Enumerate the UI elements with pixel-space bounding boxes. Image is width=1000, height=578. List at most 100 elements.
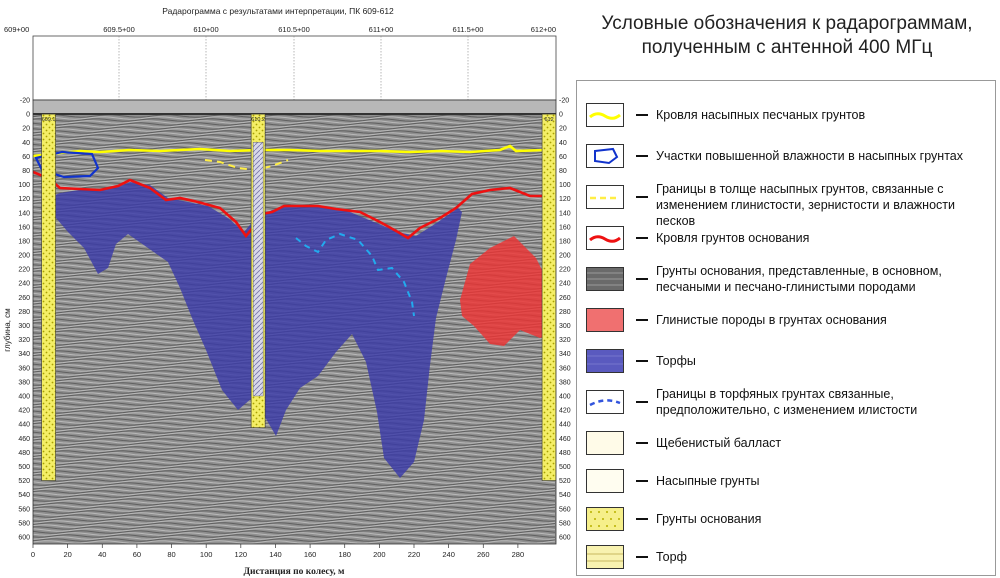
- y-tick-label: 300: [18, 323, 30, 330]
- y-tick-label: 300: [559, 323, 571, 330]
- y-tick-label: 540: [18, 492, 30, 499]
- radargram-panel: Радарограмма с результатами интерпретаци…: [3, 6, 571, 577]
- legend-text: Насыпные грунты: [656, 474, 760, 488]
- borehole-label: 612: [544, 117, 553, 123]
- legend-dash: [636, 278, 648, 280]
- legend-dash: [636, 442, 648, 444]
- legend-title-line2: полученным с антенной 400 МГц: [641, 37, 933, 58]
- legend-dash: [636, 237, 648, 239]
- y-tick-label: 140: [559, 210, 571, 217]
- legend-swatch-blue-dashed: [586, 390, 624, 414]
- base-top-line: [33, 170, 556, 240]
- legend-dash: [636, 518, 648, 520]
- y-tick-label: 320: [18, 337, 30, 344]
- legend-dash: [636, 319, 648, 321]
- y-tick-label: 40: [559, 140, 567, 147]
- legend-swatch-fill-soil: [586, 469, 624, 493]
- legend-text: Грунты основания, представленные, в осно…: [656, 264, 942, 294]
- legend-swatch-base-soil: [586, 507, 624, 531]
- legend-item: Границы в торфяных грунтах связанные, пр…: [584, 383, 996, 423]
- y-tick-label: 560: [18, 506, 30, 513]
- y-tick-label: 80: [22, 168, 30, 175]
- y-tick-label: 380: [18, 379, 30, 386]
- borehole: 610.2: [250, 113, 266, 429]
- clay-zone: [460, 236, 552, 346]
- legend-item: Кровля насыпных песчаных грунтов: [584, 96, 996, 136]
- y-tick-label: 400: [18, 394, 30, 401]
- legend-frame: [576, 80, 996, 576]
- legend-item: Грунты основания, представленные, в осно…: [584, 260, 996, 300]
- borehole-label: 609.1: [42, 117, 56, 123]
- legend-item: Щебенистый балласт: [584, 424, 996, 464]
- y-tick-label: 360: [18, 365, 30, 372]
- y-tick-label: -20: [559, 98, 569, 105]
- legend-swatch-yellow-dashed: [586, 185, 624, 209]
- y-tick-label: 80: [559, 168, 567, 175]
- y-tick-label: 60: [22, 154, 30, 161]
- x-axis: 0 20 40 60 80 100 120 140 160 180 200 220 240 260 280: [31, 544, 524, 559]
- legend-dash: [636, 196, 648, 198]
- y-tick-label: 160: [559, 224, 571, 231]
- pk-label: 611+00: [369, 25, 394, 34]
- x-tick-label: 100: [200, 550, 213, 559]
- y-tick-label: 220: [559, 267, 571, 274]
- x-tick-label: 60: [133, 550, 141, 559]
- borehole: 612: [541, 113, 556, 481]
- legend-text: Кровля насыпных песчаных грунтов: [656, 108, 866, 122]
- x-tick-label: 240: [442, 550, 455, 559]
- y-tick-label: 500: [18, 464, 30, 471]
- y-tick-label: 580: [18, 520, 30, 527]
- y-tick-label: 200: [559, 253, 571, 260]
- legend-text: Границы в торфяных грунтах связанные, пр…: [656, 387, 918, 417]
- x-tick-label: 160: [304, 550, 317, 559]
- borehole-label: 610.2: [251, 117, 265, 123]
- legend-dash: [636, 480, 648, 482]
- pk-label: 609+00: [4, 25, 29, 34]
- y-tick-label: 260: [18, 295, 30, 302]
- y-tick-label: 580: [559, 520, 571, 527]
- y-axis-right: -20 0 20 40 60 80 100 120 140 160 180 200 220 240 260 2…: [559, 98, 571, 542]
- x-axis-title: Дистанция по колесу, м: [243, 567, 345, 577]
- y-tick-label: 540: [559, 492, 571, 499]
- y-tick-label: 260: [559, 295, 571, 302]
- x-tick-label: 80: [167, 550, 175, 559]
- y-tick-label: 200: [18, 253, 30, 260]
- x-tick-label: 20: [63, 550, 71, 559]
- y-tick-label: 340: [559, 351, 571, 358]
- y-tick-label: 140: [18, 210, 30, 217]
- legend-text: Торфы: [656, 354, 696, 368]
- y-axis-title: глубина, см: [3, 308, 12, 351]
- legend-dash: [636, 401, 648, 403]
- pk-label: 609.5+00: [103, 25, 135, 34]
- radargram-image: 609.1 610.2 612: [33, 100, 556, 544]
- y-tick-label: 360: [559, 365, 571, 372]
- sand-boundary-dashed: [204, 159, 289, 172]
- y-tick-label: 460: [18, 436, 30, 443]
- x-tick-label: 260: [477, 550, 490, 559]
- legend-item: Торф: [584, 538, 996, 578]
- x-tick-label: 280: [512, 550, 525, 559]
- legend-item: Кровля грунтов основания: [584, 219, 996, 259]
- y-tick-label: 440: [559, 422, 571, 429]
- legend-dash: [636, 114, 648, 116]
- y-tick-label: 160: [18, 224, 30, 231]
- y-tick-label: 120: [559, 196, 571, 203]
- y-tick-label: 120: [18, 196, 30, 203]
- y-tick-label: 100: [559, 182, 571, 189]
- legend-text: Кровля грунтов основания: [656, 231, 810, 245]
- legend-dash: [636, 360, 648, 362]
- y-tick-label: 180: [18, 238, 30, 245]
- legend-text: Глинистые породы в грунтах основания: [656, 313, 887, 327]
- x-tick-label: 120: [235, 550, 248, 559]
- y-tick-label: 520: [18, 478, 30, 485]
- pk-label: 611.5+00: [453, 25, 484, 34]
- legend-title: Условные обозначения к радарограммам, по…: [574, 12, 1000, 60]
- y-tick-label: 460: [559, 436, 571, 443]
- x-tick-label: 220: [408, 550, 421, 559]
- legend-item: Глинистые породы в грунтах основания: [584, 301, 996, 341]
- peat-boundary-dashed: [295, 232, 415, 317]
- y-tick-label: -20: [20, 98, 30, 105]
- legend-swatch-gray-fill: [586, 267, 624, 291]
- x-tick-label: 0: [31, 550, 35, 559]
- y-tick-label: 560: [559, 506, 571, 513]
